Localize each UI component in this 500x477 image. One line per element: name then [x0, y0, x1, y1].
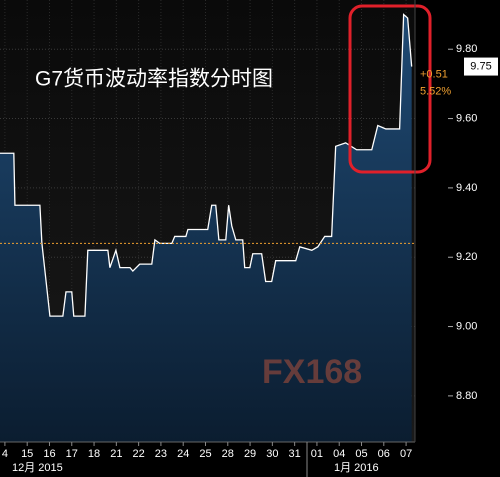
x-tick-label: 21 [110, 448, 122, 460]
y-tick-label: 9.80 [456, 43, 477, 55]
x-tick-label: 16 [43, 448, 55, 460]
x-tick-label: 17 [66, 448, 78, 460]
x-tick-label: 22 [133, 448, 145, 460]
plot [0, 13, 413, 443]
x-tick-label: 24 [177, 448, 189, 460]
y-tick-label: 8.80 [456, 390, 477, 402]
x-tick-label: 23 [155, 448, 167, 460]
change-label: +0.51 [420, 68, 448, 80]
month-label: 1月 2016 [334, 462, 379, 474]
x-tick-label: 05 [355, 448, 367, 460]
watermark: FX168 [262, 353, 362, 391]
x-tick-label: 29 [244, 448, 256, 460]
x-tick-label: 31 [289, 448, 301, 460]
area [0, 14, 412, 443]
x-tick-label: 18 [88, 448, 100, 460]
x-tick-label: 15 [21, 448, 33, 460]
x-tick-label: 4 [2, 448, 8, 460]
x-tick-label: 28 [222, 448, 234, 460]
last-price-box [464, 57, 498, 76]
last-price-label: 9.75 [470, 60, 491, 72]
x-tick-label: 25 [199, 448, 211, 460]
y-tick-label: 9.40 [456, 182, 477, 194]
change-label: 5.52% [420, 85, 451, 97]
line [0, 13, 413, 317]
x-tick-label: 06 [378, 448, 390, 460]
x-tick-label: 04 [333, 448, 345, 460]
highlight-box [348, 4, 432, 174]
x-tick-label: 01 [311, 448, 323, 460]
y-tick-label: 9.60 [456, 112, 477, 124]
y-tick-label: 9.00 [456, 320, 477, 332]
chart-title: G7货币波动率指数分时图 [35, 68, 273, 91]
y-tick-label: 9.20 [456, 251, 477, 263]
month-label: 12月 2015 [12, 462, 63, 474]
x-tick-label: 07 [400, 448, 412, 460]
x-tick-label: 30 [266, 448, 278, 460]
